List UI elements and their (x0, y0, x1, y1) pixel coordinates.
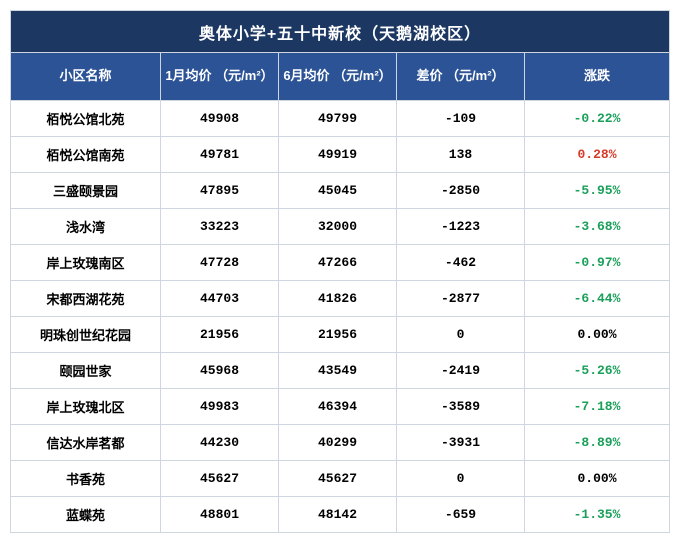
cell-diff: 138 (397, 137, 525, 173)
cell-jun: 41826 (279, 281, 397, 317)
cell-name: 蓝蝶苑 (11, 497, 161, 533)
cell-change: -7.18% (525, 389, 670, 425)
col-header-jan: 1月均价 （元/m²） (161, 53, 279, 101)
cell-diff: -109 (397, 101, 525, 137)
col-header-chg: 涨跌 (525, 53, 670, 101)
cell-name: 岸上玫瑰南区 (11, 245, 161, 281)
cell-change: -5.26% (525, 353, 670, 389)
table-row: 信达水岸茗都4423040299-3931-8.89% (11, 425, 670, 461)
table-row: 宋都西湖花苑4470341826-2877-6.44% (11, 281, 670, 317)
cell-jun: 21956 (279, 317, 397, 353)
price-table: 奥体小学+五十中新校（天鹅湖校区） 小区名称 1月均价 （元/m²） 6月均价 … (10, 10, 670, 533)
cell-change: -8.89% (525, 425, 670, 461)
cell-jan: 44230 (161, 425, 279, 461)
cell-jun: 32000 (279, 209, 397, 245)
cell-jan: 49908 (161, 101, 279, 137)
cell-name: 宋都西湖花苑 (11, 281, 161, 317)
cell-jun: 40299 (279, 425, 397, 461)
cell-jan: 49781 (161, 137, 279, 173)
cell-jun: 45627 (279, 461, 397, 497)
cell-change: -3.68% (525, 209, 670, 245)
cell-jan: 47895 (161, 173, 279, 209)
cell-jun: 43549 (279, 353, 397, 389)
cell-jan: 21956 (161, 317, 279, 353)
cell-diff: -3589 (397, 389, 525, 425)
cell-jan: 45968 (161, 353, 279, 389)
table-row: 岸上玫瑰北区4998346394-3589-7.18% (11, 389, 670, 425)
cell-jan: 33223 (161, 209, 279, 245)
cell-diff: 0 (397, 317, 525, 353)
table-row: 书香苑456274562700.00% (11, 461, 670, 497)
cell-change: -6.44% (525, 281, 670, 317)
table-row: 蓝蝶苑4880148142-659-1.35% (11, 497, 670, 533)
cell-jun: 45045 (279, 173, 397, 209)
cell-diff: -2419 (397, 353, 525, 389)
table-row: 明珠创世纪花园219562195600.00% (11, 317, 670, 353)
cell-jun: 47266 (279, 245, 397, 281)
col-header-name: 小区名称 (11, 53, 161, 101)
cell-name: 栢悦公馆北苑 (11, 101, 161, 137)
table-header-row: 小区名称 1月均价 （元/m²） 6月均价 （元/m²） 差价 （元/m²） 涨… (11, 53, 670, 101)
cell-change: -0.22% (525, 101, 670, 137)
cell-name: 栢悦公馆南苑 (11, 137, 161, 173)
table-title: 奥体小学+五十中新校（天鹅湖校区） (11, 11, 670, 53)
cell-jan: 47728 (161, 245, 279, 281)
table-body: 栢悦公馆北苑4990849799-109-0.22%栢悦公馆南苑49781499… (11, 101, 670, 533)
cell-name: 浅水湾 (11, 209, 161, 245)
cell-diff: 0 (397, 461, 525, 497)
table-row: 岸上玫瑰南区4772847266-462-0.97% (11, 245, 670, 281)
cell-jun: 49799 (279, 101, 397, 137)
cell-name: 书香苑 (11, 461, 161, 497)
cell-name: 岸上玫瑰北区 (11, 389, 161, 425)
cell-name: 明珠创世纪花园 (11, 317, 161, 353)
cell-diff: -3931 (397, 425, 525, 461)
table-row: 栢悦公馆南苑49781499191380.28% (11, 137, 670, 173)
table-row: 颐园世家4596843549-2419-5.26% (11, 353, 670, 389)
cell-jan: 45627 (161, 461, 279, 497)
cell-name: 信达水岸茗都 (11, 425, 161, 461)
cell-change: 0.28% (525, 137, 670, 173)
cell-jun: 46394 (279, 389, 397, 425)
table-row: 浅水湾3322332000-1223-3.68% (11, 209, 670, 245)
cell-name: 三盛颐景园 (11, 173, 161, 209)
cell-change: -0.97% (525, 245, 670, 281)
col-header-jun: 6月均价 （元/m²） (279, 53, 397, 101)
cell-change: -5.95% (525, 173, 670, 209)
cell-name: 颐园世家 (11, 353, 161, 389)
table-row: 三盛颐景园4789545045-2850-5.95% (11, 173, 670, 209)
cell-jun: 48142 (279, 497, 397, 533)
cell-diff: -659 (397, 497, 525, 533)
cell-diff: -2850 (397, 173, 525, 209)
cell-jan: 44703 (161, 281, 279, 317)
cell-jun: 49919 (279, 137, 397, 173)
cell-change: 0.00% (525, 317, 670, 353)
cell-jan: 49983 (161, 389, 279, 425)
cell-change: 0.00% (525, 461, 670, 497)
cell-change: -1.35% (525, 497, 670, 533)
col-header-diff: 差价 （元/m²） (397, 53, 525, 101)
cell-diff: -1223 (397, 209, 525, 245)
cell-diff: -2877 (397, 281, 525, 317)
cell-diff: -462 (397, 245, 525, 281)
cell-jan: 48801 (161, 497, 279, 533)
table-row: 栢悦公馆北苑4990849799-109-0.22% (11, 101, 670, 137)
